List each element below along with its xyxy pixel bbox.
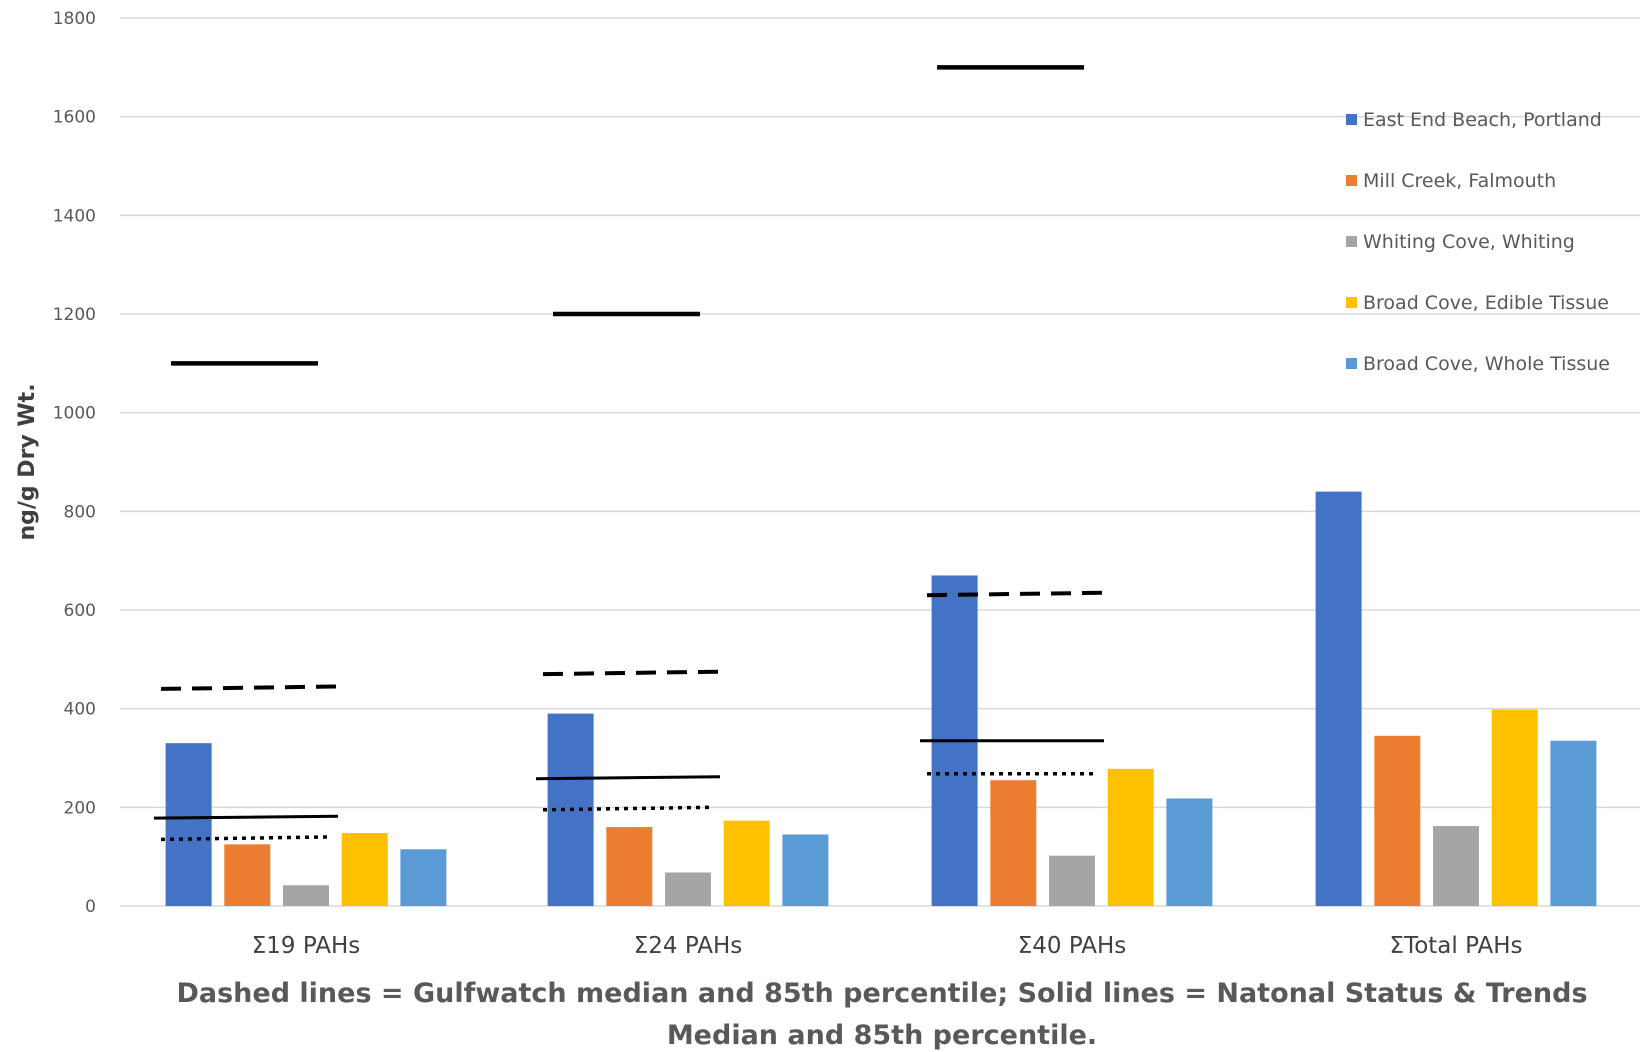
- y-axis-label: ng/g Dry Wt.: [15, 383, 40, 540]
- y-axis-ticks: 0 200 400 600 800 1000 1200 1400 1600 1800: [53, 9, 96, 917]
- reference-line-solid: [535, 775, 721, 781]
- legend-swatch: [1346, 358, 1357, 369]
- bar: [165, 743, 212, 906]
- x-category-label: ΣTotal PAHs: [1390, 933, 1523, 959]
- x-axis-caption: Dashed lines = Gulfwatch median and 85th…: [176, 978, 1587, 1051]
- x-category-label: Σ19 PAHs: [252, 933, 361, 959]
- y-tick-label: 1400: [53, 206, 96, 226]
- bar: [341, 832, 388, 906]
- legend-label: Mill Creek, Falmouth: [1363, 170, 1556, 192]
- legend-swatch: [1346, 236, 1357, 247]
- bar: [1550, 740, 1597, 906]
- bar: [723, 820, 770, 906]
- reference-line-dotted: [542, 805, 711, 812]
- bar: [1491, 709, 1538, 906]
- bars: [165, 491, 1597, 906]
- y-tick-label: 1800: [53, 9, 96, 29]
- bar: [1433, 826, 1479, 906]
- x-category-label: Σ40 PAHs: [1018, 933, 1127, 959]
- legend-swatch: [1346, 175, 1357, 186]
- y-tick-label: 600: [64, 601, 96, 621]
- caption-line: Dashed lines = Gulfwatch median and 85th…: [176, 978, 1587, 1009]
- legend: East End Beach, Portland Mill Creek, Falm…: [1346, 109, 1610, 375]
- bar: [665, 872, 711, 906]
- bar: [1374, 735, 1421, 906]
- bar: [1107, 768, 1154, 906]
- reference-lines: [153, 65, 1105, 842]
- legend-swatch: [1346, 114, 1357, 125]
- bar: [400, 849, 447, 906]
- bar: [1166, 798, 1213, 906]
- y-tick-label: 1200: [53, 305, 96, 325]
- reference-line-solid: [153, 814, 339, 820]
- legend-label: East End Beach, Portland: [1363, 109, 1602, 131]
- bar: [990, 780, 1037, 906]
- legend-label: Broad Cove, Edible Tissue: [1363, 292, 1609, 314]
- y-tick-label: 200: [64, 798, 96, 818]
- legend-swatch: [1346, 297, 1357, 308]
- reference-line-dashed: [160, 684, 339, 691]
- bar: [283, 885, 329, 906]
- legend-label: Whiting Cove, Whiting: [1363, 231, 1575, 253]
- bar: [1315, 491, 1362, 906]
- category-labels: Σ19 PAHs Σ24 PAHs Σ40 PAHs ΣTotal PAHs: [252, 933, 1523, 959]
- reference-line-dotted: [160, 835, 329, 842]
- bar: [1049, 855, 1095, 906]
- bar: [782, 834, 829, 906]
- legend-label: Broad Cove, Whole Tissue: [1363, 353, 1610, 375]
- y-tick-label: 0: [85, 897, 96, 917]
- bar: [224, 844, 271, 906]
- reference-line-dashed: [542, 669, 721, 677]
- bar: [606, 827, 653, 906]
- x-category-label: Σ24 PAHs: [634, 933, 743, 959]
- y-tick-label: 1600: [53, 108, 96, 128]
- y-tick-label: 800: [64, 502, 96, 522]
- y-tick-label: 1000: [53, 404, 96, 424]
- caption-line: Median and 85th percentile.: [667, 1020, 1097, 1051]
- gridlines: [120, 17, 1640, 907]
- y-tick-label: 400: [64, 700, 96, 720]
